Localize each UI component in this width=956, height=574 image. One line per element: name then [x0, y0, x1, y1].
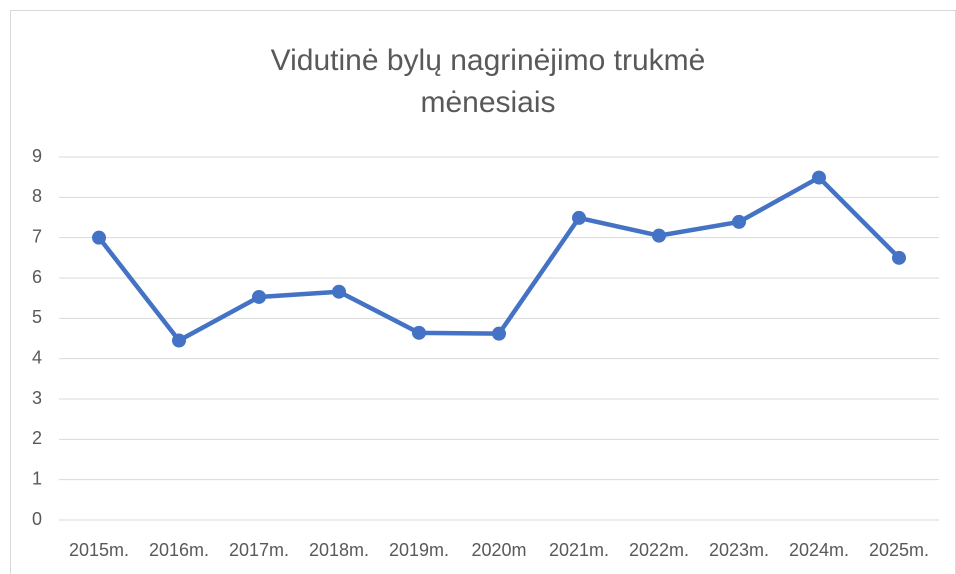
x-tick-label: 2025m.: [869, 540, 929, 560]
chart-title: Vidutinė bylų nagrinėjimo trukmė mėnesia…: [270, 44, 706, 119]
x-tick-label: 2016m.: [149, 540, 209, 560]
y-tick-label: 6: [32, 267, 42, 287]
y-tick-label: 9: [32, 146, 42, 166]
x-tick-label: 2017m.: [229, 540, 289, 560]
x-tick-label: 2024m.: [789, 540, 849, 560]
data-line: [97, 175, 901, 343]
data-point: [92, 230, 106, 245]
x-tick-label: 2020m: [471, 540, 526, 560]
data-point: [812, 170, 826, 185]
y-tick-label: 8: [32, 186, 42, 206]
data-point: [892, 250, 906, 265]
data-point: [572, 210, 586, 225]
data-point: [492, 326, 506, 341]
x-tick-label: 2022m.: [629, 540, 689, 560]
data-point: [252, 289, 266, 304]
x-tick-label: 2019m.: [389, 540, 449, 560]
y-tick-label: 0: [32, 509, 42, 529]
y-tick-label: 2: [32, 428, 42, 448]
y-tick-label: 3: [32, 388, 42, 408]
y-tick-label: 5: [32, 307, 42, 327]
data-point: [332, 284, 346, 299]
data-point: [652, 228, 666, 243]
data-point: [172, 333, 186, 348]
x-tick-label: 2023m.: [709, 540, 769, 560]
x-tick-label: 2021m.: [549, 540, 609, 560]
y-tick-label: 7: [32, 226, 42, 246]
x-tick-label: 2015m.: [69, 540, 129, 560]
data-point: [412, 325, 426, 340]
data-point: [732, 214, 746, 229]
y-tick-label: 4: [32, 347, 42, 367]
x-tick-label: 2018m.: [309, 540, 369, 560]
y-tick-label: 1: [32, 468, 42, 488]
